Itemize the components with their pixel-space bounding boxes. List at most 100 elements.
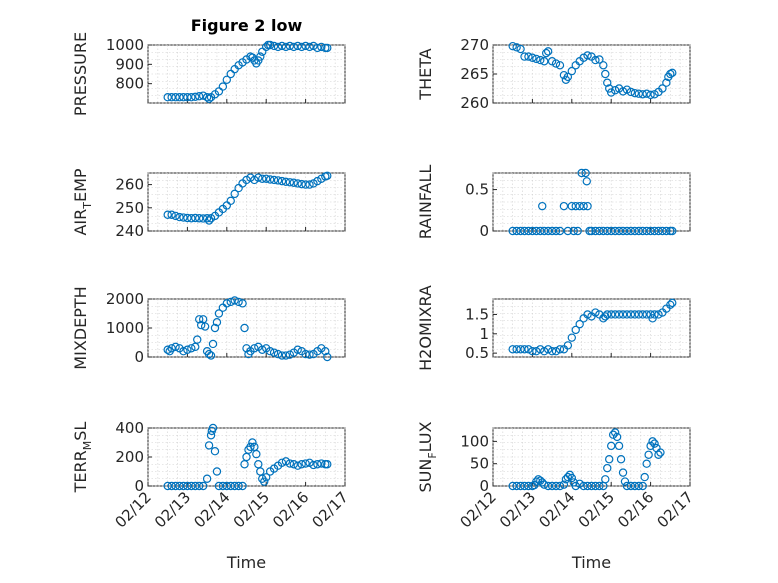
- data-point: [520, 345, 529, 354]
- data-point: [634, 226, 643, 236]
- data-point: [234, 481, 243, 491]
- data-point: [591, 55, 600, 65]
- data-point: [277, 351, 287, 360]
- data-point: [646, 90, 655, 100]
- x-tick-label: 02/15: [575, 488, 618, 531]
- data-point: [581, 168, 590, 178]
- y-axis-label: AIRTEMP: [71, 168, 94, 235]
- x-tick-label: 02/13: [496, 488, 539, 531]
- series-markers: [163, 423, 332, 491]
- data-point: [603, 226, 612, 236]
- data-point: [582, 177, 591, 186]
- data-point: [167, 92, 176, 102]
- data-point: [634, 310, 643, 319]
- y-tick-label: 100: [460, 432, 489, 450]
- data-point: [622, 481, 632, 491]
- data-point: [575, 319, 584, 329]
- data-point: [512, 345, 521, 354]
- data-point: [214, 481, 224, 491]
- series-markers: [163, 40, 332, 103]
- series-markers: [508, 298, 677, 356]
- data-point: [230, 296, 239, 305]
- data-point: [587, 226, 596, 236]
- data-point: [234, 297, 243, 307]
- data-point: [536, 55, 545, 65]
- data-point: [610, 86, 620, 95]
- data-point: [208, 339, 218, 349]
- data-point: [262, 42, 271, 52]
- subplot-2: 260 265 270 THETA: [416, 36, 691, 112]
- y-tick-label: 240: [115, 222, 144, 240]
- data-point: [163, 92, 172, 102]
- data-point: [610, 310, 620, 319]
- data-point: [607, 226, 616, 236]
- data-point: [532, 477, 541, 486]
- data-point: [583, 201, 592, 211]
- data-point: [187, 344, 196, 353]
- data-point: [260, 477, 269, 486]
- data-point: [668, 68, 677, 78]
- data-point: [273, 42, 283, 52]
- y-tick-label: 400: [115, 419, 144, 437]
- data-point: [269, 348, 279, 357]
- data-point: [638, 310, 647, 319]
- data-point: [293, 345, 302, 354]
- y-tick-label: 1: [479, 325, 489, 343]
- data-point: [658, 84, 667, 93]
- data-point: [289, 178, 298, 187]
- data-point: [648, 437, 657, 446]
- data-point: [191, 213, 200, 223]
- x-axis-label: Time: [226, 553, 266, 572]
- x-tick-label: 02/17: [309, 488, 352, 531]
- data-point: [599, 61, 608, 70]
- y-tick-label: 0.5: [465, 181, 489, 199]
- data-point: [309, 460, 318, 470]
- data-point: [567, 66, 577, 76]
- data-point: [654, 450, 663, 459]
- subplot-3: 240 250 260 AIRTEMP: [71, 168, 346, 240]
- y-axis-label: SUNFLUX: [416, 421, 439, 492]
- data-point: [569, 226, 578, 236]
- data-point: [301, 349, 310, 359]
- data-point: [618, 468, 628, 477]
- data-point: [195, 481, 204, 491]
- data-point: [305, 180, 314, 189]
- data-point: [281, 351, 291, 360]
- y-tick-label: 250: [115, 199, 144, 217]
- data-point: [610, 226, 620, 236]
- data-point: [171, 92, 180, 102]
- data-point: [250, 344, 259, 353]
- data-point: [559, 201, 569, 211]
- data-point: [262, 473, 271, 482]
- data-point: [618, 310, 628, 319]
- data-point: [222, 75, 231, 85]
- data-point: [595, 55, 604, 64]
- y-tick-label: 1000: [106, 319, 144, 337]
- data-point: [508, 345, 517, 354]
- data-point: [644, 450, 653, 459]
- data-point: [536, 345, 545, 354]
- data-point: [567, 201, 577, 211]
- data-point: [212, 467, 222, 476]
- data-point: [187, 214, 196, 223]
- series-markers: [163, 171, 332, 225]
- data-point: [626, 310, 636, 319]
- data-point: [187, 481, 196, 491]
- data-point: [668, 298, 677, 308]
- data-point: [240, 323, 249, 333]
- data-point: [200, 322, 210, 331]
- x-tick-label: 02/15: [230, 488, 273, 531]
- data-point: [595, 481, 604, 491]
- data-point: [289, 460, 298, 469]
- data-point: [668, 226, 677, 236]
- data-point: [658, 226, 667, 236]
- data-point: [252, 449, 261, 459]
- data-point: [246, 442, 255, 452]
- data-point: [587, 481, 596, 491]
- x-tick-label: 02/12: [457, 488, 500, 531]
- data-point: [210, 323, 220, 333]
- x-tick-label: 02/13: [151, 488, 194, 531]
